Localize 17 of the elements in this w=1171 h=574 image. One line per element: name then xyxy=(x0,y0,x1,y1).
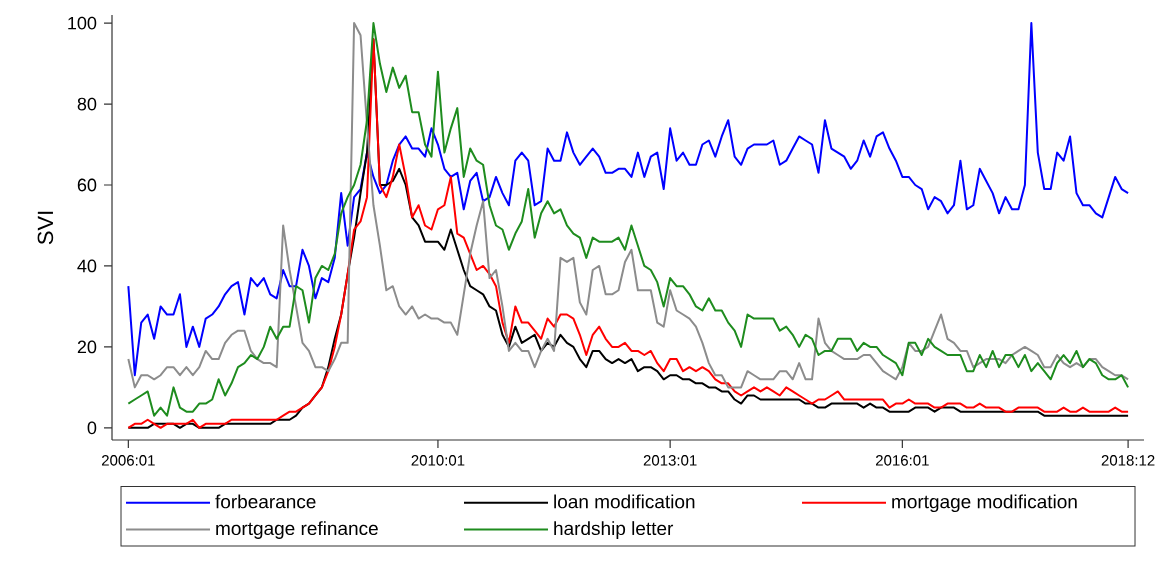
x-tick-label: 2018:12 xyxy=(1101,455,1155,466)
legend-label: mortgage modification xyxy=(892,494,1077,513)
legend-label: mortgage refinance xyxy=(216,521,378,539)
y-tick-label: 20 xyxy=(77,340,97,354)
legend-label: loan modification xyxy=(554,494,695,509)
legend-label: hardship letter xyxy=(554,521,674,539)
x-tick-label: 2010:01 xyxy=(411,455,465,466)
y-tick-label: 60 xyxy=(77,178,97,192)
x-tick-label: 2013:01 xyxy=(643,455,697,466)
x-tick-label: 2006:01 xyxy=(101,455,155,466)
y-tick-label: 40 xyxy=(77,259,97,273)
y-tick-label: 80 xyxy=(77,97,97,111)
y-tick-label: 0 xyxy=(87,421,97,435)
y-axis-title: SVI xyxy=(37,211,54,245)
x-tick-label: 2016:01 xyxy=(875,455,929,466)
y-tick-label: 100 xyxy=(68,16,97,30)
legend-label: forbearance xyxy=(215,494,316,509)
